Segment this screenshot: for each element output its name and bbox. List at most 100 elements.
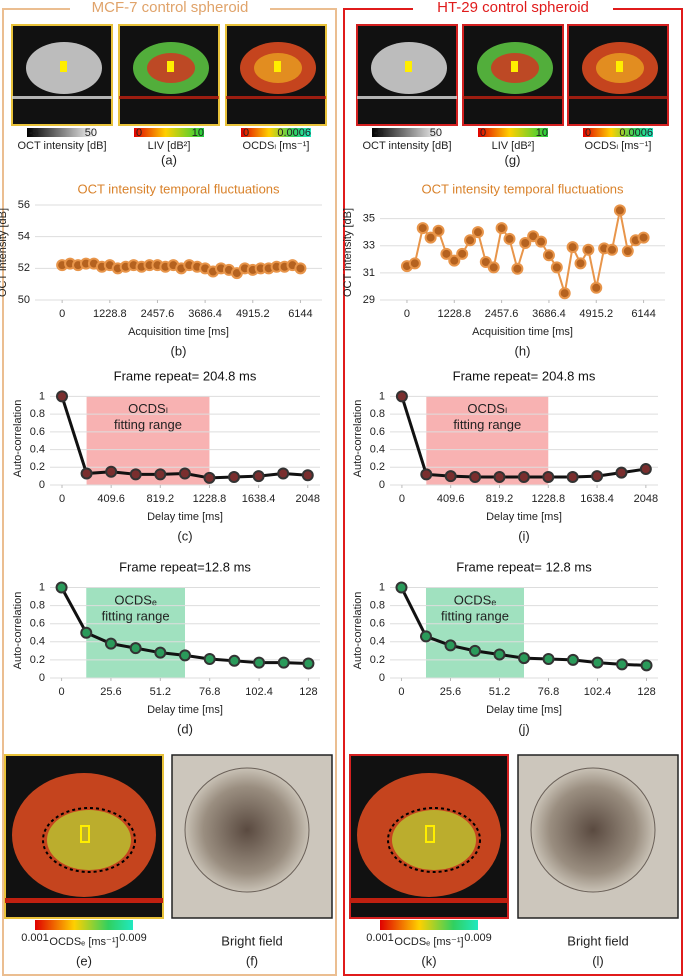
- colorbar-min: 0: [585, 127, 591, 139]
- y-tick-label: 0.2: [370, 654, 385, 666]
- marker: [558, 287, 571, 300]
- y-tick-label: 0.6: [30, 426, 45, 438]
- bright-field-label: Bright field: [221, 933, 282, 948]
- x-tick-label: 51.2: [150, 686, 171, 698]
- marker: [228, 471, 241, 484]
- marker: [517, 471, 530, 484]
- marker: [567, 653, 580, 666]
- marker: [424, 231, 437, 244]
- annotation: OCDSₑ: [454, 593, 497, 608]
- x-axis-label: Delay time [ms]: [486, 704, 562, 716]
- annotation: fitting range: [441, 609, 509, 624]
- chart-title: Frame repeat= 12.8 ms: [456, 559, 592, 574]
- marker: [56, 390, 68, 403]
- panel-label: (c): [177, 528, 192, 543]
- marker: [511, 262, 524, 275]
- marker: [253, 656, 266, 669]
- y-tick-label: 0.2: [30, 654, 45, 666]
- marker: [606, 243, 619, 256]
- y-tick-label: 0.8: [30, 408, 45, 420]
- x-axis-label: Acquisition time [ms]: [128, 326, 229, 338]
- fitting-range: [425, 587, 524, 678]
- colorbar-min: -5: [374, 127, 384, 139]
- x-tick-label: 2457.6: [485, 308, 519, 320]
- floor-line: [463, 96, 563, 99]
- colorbar-label: OCDSₗ [ms⁻¹]: [585, 140, 652, 152]
- floor-line: [5, 898, 163, 903]
- marker: [277, 656, 290, 669]
- marker: [395, 581, 408, 594]
- marker: [487, 261, 500, 274]
- roi: [60, 61, 67, 72]
- marker: [129, 642, 142, 655]
- panel-label: (h): [515, 343, 531, 358]
- chart-title: Frame repeat=12.8 ms: [119, 559, 251, 574]
- colorbar: [35, 920, 133, 930]
- floor-line: [226, 96, 326, 99]
- y-tick-label: 50: [18, 294, 30, 306]
- marker: [621, 245, 634, 258]
- x-tick-label: 409.6: [97, 493, 125, 505]
- marker: [432, 224, 445, 237]
- marker: [277, 467, 290, 480]
- y-tick-label: 54: [18, 231, 30, 243]
- x-tick-label: 25.6: [100, 686, 121, 698]
- marker: [105, 465, 118, 478]
- y-tick-label: 0.4: [370, 636, 385, 648]
- annotation: fitting range: [102, 609, 170, 624]
- x-tick-label: 1228.8: [93, 308, 127, 320]
- marker: [252, 470, 265, 483]
- x-axis-label: Delay time [ms]: [486, 511, 562, 523]
- colorbar-min: 0: [136, 127, 142, 139]
- marker: [566, 241, 579, 254]
- x-tick-label: 4915.2: [579, 308, 613, 320]
- annotation: fitting range: [114, 417, 182, 432]
- x-tick-label: 128: [299, 686, 317, 698]
- floor-line: [119, 96, 219, 99]
- marker: [179, 649, 191, 662]
- chart-title: OCT intensity temporal fluctuations: [77, 181, 280, 196]
- marker: [479, 256, 492, 268]
- bright-field-label: Bright field: [567, 933, 628, 948]
- panel-label: (d): [177, 721, 193, 736]
- marker: [519, 237, 532, 249]
- marker: [639, 463, 652, 476]
- y-tick-label: 0.6: [370, 618, 385, 630]
- marker: [566, 471, 579, 484]
- marker: [591, 656, 604, 669]
- y-tick-label: 52: [18, 262, 30, 274]
- fitting-range: [426, 396, 549, 485]
- annotation: OCDSₗ: [128, 401, 168, 416]
- marker: [440, 247, 453, 260]
- marker: [178, 467, 191, 480]
- y-tick-label: 56: [18, 199, 30, 211]
- colorbar-max: 50: [85, 127, 97, 139]
- x-tick-label: 0: [59, 686, 65, 698]
- marker: [203, 653, 216, 665]
- x-tick-label: 76.8: [199, 686, 220, 698]
- title-bg: [70, 0, 270, 18]
- spheroid: [184, 767, 310, 893]
- y-axis-label: Auto-correlation: [12, 592, 24, 670]
- marker: [448, 254, 461, 267]
- outline: [387, 807, 481, 873]
- y-tick-label: 0.6: [370, 426, 385, 438]
- marker: [640, 659, 653, 672]
- x-tick-label: 102.4: [245, 686, 273, 698]
- roi: [167, 61, 174, 72]
- floor-line: [350, 898, 508, 903]
- y-tick-label: 33: [363, 240, 375, 252]
- marker: [613, 204, 626, 217]
- colorbar-min: -5: [29, 127, 39, 139]
- roi: [425, 825, 435, 843]
- marker: [637, 231, 650, 244]
- y-tick-label: 0.8: [30, 600, 45, 612]
- marker: [420, 468, 433, 481]
- colorbar-min: 0: [480, 127, 486, 139]
- panel-label: (k): [421, 953, 436, 968]
- x-tick-label: 2048: [296, 493, 320, 505]
- y-tick-label: 29: [363, 294, 375, 306]
- marker: [535, 235, 548, 248]
- marker: [129, 468, 142, 481]
